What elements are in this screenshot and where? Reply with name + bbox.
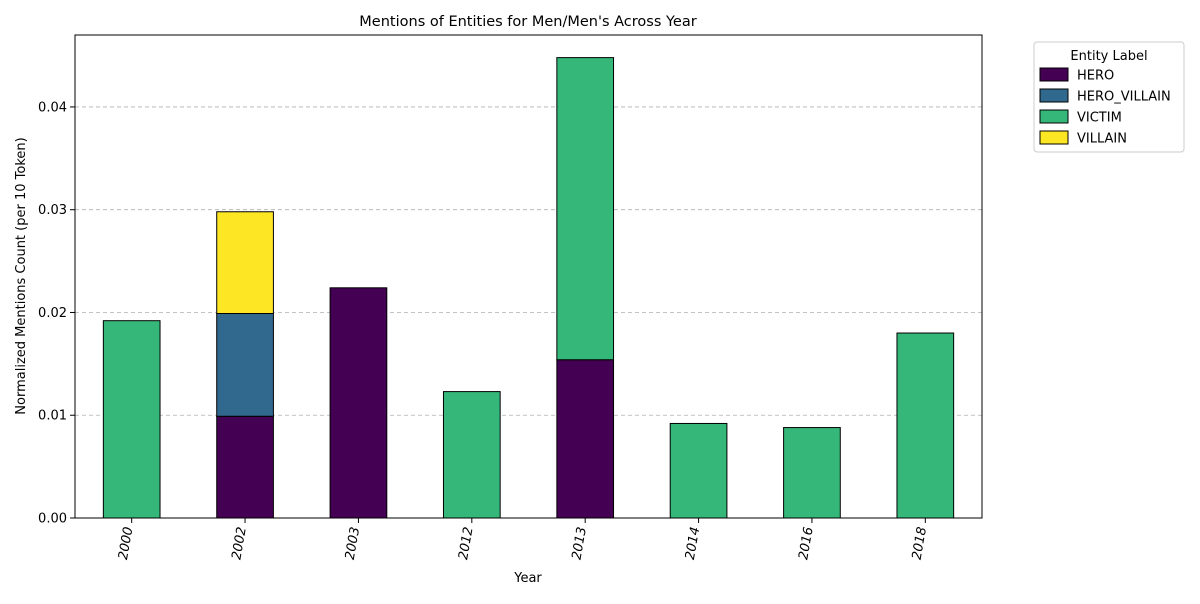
- y-axis-label: Normalized Mentions Count (per 10 Token): [14, 137, 29, 414]
- bar-segment: [216, 312, 274, 417]
- bar-segment: [329, 287, 388, 519]
- legend-label: VILLAIN: [1077, 132, 1127, 147]
- y-tick-label: 0.01: [38, 409, 67, 424]
- y-tick-label: 0.00: [38, 512, 67, 527]
- grid-layer: [75, 106, 982, 416]
- x-axis-label: Year: [513, 571, 542, 586]
- bar-segment: [556, 359, 615, 519]
- x-tick-label: 2016: [796, 526, 817, 561]
- bar-segment: [216, 211, 274, 314]
- legend-label: HERO: [1077, 69, 1114, 84]
- bar-segment: [669, 422, 728, 519]
- bar-segment: [896, 332, 955, 519]
- legend-swatch: [1039, 67, 1069, 82]
- bar-segment: [556, 57, 615, 361]
- legend-swatch: [1039, 109, 1069, 124]
- y-tick-label: 0.03: [38, 203, 67, 218]
- legend-items: HERO HERO_VILLAIN VICTIM VILLAIN: [1039, 67, 1171, 147]
- bar-segment: [783, 427, 841, 519]
- legend-title: Entity Label: [1070, 49, 1147, 64]
- bar-segment: [442, 391, 501, 519]
- bar-segment: [102, 320, 161, 519]
- x-tick-label: 2014: [683, 526, 704, 561]
- chart-title: Mentions of Entities for Men/Men's Acros…: [359, 14, 696, 30]
- x-tick-label: 2018: [910, 526, 931, 561]
- legend-swatch: [1039, 130, 1069, 145]
- bar-segment: [216, 415, 274, 519]
- y-tick-label: 0.02: [38, 306, 67, 321]
- axes-layer: 0.00 0.01 0.02 0.03 0.04 2000 2002 2003 2012 2013…: [38, 34, 983, 561]
- legend-frame: [1033, 41, 1185, 153]
- x-tick-label: 2013: [569, 526, 590, 561]
- x-tick-label: 2000: [116, 526, 137, 561]
- plot-frame: [74, 34, 983, 519]
- legend-label: HERO_VILLAIN: [1077, 90, 1171, 105]
- bars-layer: [102, 57, 955, 519]
- y-tick-label: 0.04: [38, 100, 67, 115]
- legend: Entity Label HERO HERO_VILLAIN VICTIM VILLA…: [1033, 41, 1185, 153]
- legend-swatch: [1039, 88, 1069, 103]
- legend-label: VICTIM: [1077, 111, 1122, 126]
- x-tick-label: 2002: [229, 526, 250, 561]
- x-tick-label: 2003: [343, 526, 364, 561]
- x-tick-label: 2012: [456, 526, 477, 561]
